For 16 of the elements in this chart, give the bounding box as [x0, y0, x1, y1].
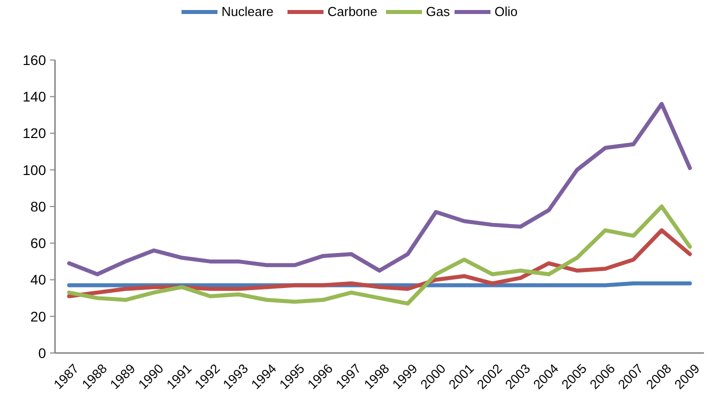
y-tick-label: 100	[22, 162, 46, 178]
legend-label: Olio	[494, 4, 518, 19]
line-series	[67, 228, 692, 298]
legend-label: Carbone	[328, 4, 378, 19]
legend-label: Nucleare	[222, 4, 274, 19]
line-series	[67, 102, 692, 276]
y-tick-label: 80	[30, 198, 46, 214]
y-tick-label: 120	[22, 125, 46, 142]
line-series	[67, 204, 692, 306]
y-tick-label: 20	[30, 308, 46, 324]
y-tick-label: 40	[30, 272, 46, 288]
y-tick-label: 60	[30, 235, 46, 252]
legend-label: Gas	[426, 4, 450, 19]
y-tick-label: 0	[38, 344, 46, 361]
y-tick-label: 140	[22, 88, 46, 105]
y-tick-label: 160	[22, 52, 46, 68]
